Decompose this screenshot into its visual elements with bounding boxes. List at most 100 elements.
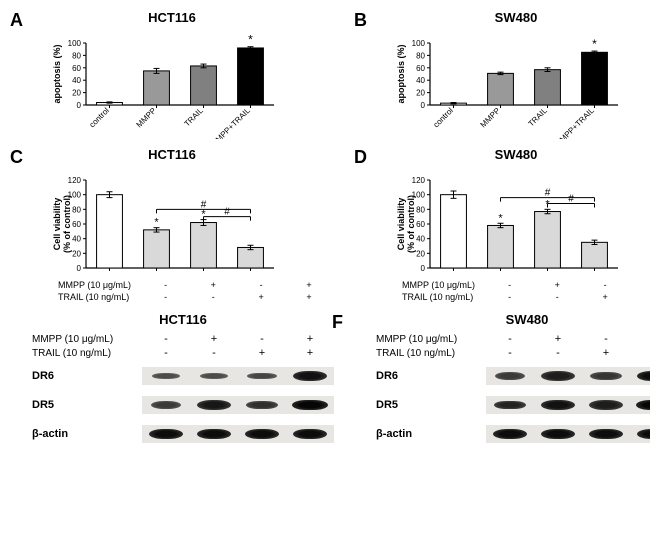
svg-text:control: control (432, 106, 456, 130)
panel-label-a: A (10, 10, 23, 31)
svg-text:MMPP: MMPP (479, 106, 502, 129)
panel-f: F SW480 MMPP (10 μg/mL)-+-+TRAIL (10 ng/… (354, 312, 650, 454)
blot-row-label: β-actin (32, 428, 88, 440)
svg-text:*: * (248, 33, 253, 47)
condition-cell: + (286, 280, 332, 290)
blot-header-cell: - (582, 333, 630, 345)
svg-text:60: 60 (72, 220, 81, 229)
blot-band (200, 373, 229, 379)
blot-header-label: MMPP (10 μg/mL) (376, 334, 486, 345)
blot-band (541, 371, 574, 380)
condition-cell: - (487, 280, 532, 290)
blot-strip (142, 367, 334, 385)
svg-text:120: 120 (68, 176, 82, 185)
svg-text:20: 20 (72, 249, 81, 258)
svg-text:0: 0 (77, 101, 82, 110)
condition-label: MMPP (10 μg/mL) (396, 280, 485, 290)
svg-text:40: 40 (416, 76, 425, 85)
svg-text:40: 40 (416, 235, 425, 244)
svg-text:Cell viability: Cell viability (52, 198, 62, 251)
blot-band (247, 373, 277, 380)
svg-text:0: 0 (77, 264, 82, 273)
panel-d-title: SW480 (354, 147, 650, 162)
panel-e-title: HCT116 (32, 312, 334, 327)
svg-text:TRAIL: TRAIL (527, 106, 550, 129)
panel-d-conditions: MMPP (10 μg/mL)-+-+TRAIL (10 ng/mL)--++ (394, 278, 650, 304)
blot-header-cell: + (630, 333, 650, 345)
panel-label-b: B (354, 10, 367, 31)
blot-band (197, 400, 231, 410)
blot-row-label: DR5 (32, 399, 88, 411)
blot-row-label: DR5 (376, 399, 432, 411)
blot-band (293, 429, 328, 439)
svg-text:control: control (88, 106, 112, 130)
panel-f-blots: MMPP (10 μg/mL)-+-+TRAIL (10 ng/mL)--++D… (376, 333, 650, 454)
blot-band (246, 401, 278, 409)
blot-header-cell: - (238, 333, 286, 345)
condition-label: TRAIL (10 ng/mL) (52, 292, 141, 302)
figure-grid: A HCT116 0 20 40 60 80 100 apoptosis (%) contro… (10, 10, 640, 454)
panel-c-conditions: MMPP (10 μg/mL)-+-+TRAIL (10 ng/mL)--++ (50, 278, 334, 304)
blot-strip (142, 425, 334, 443)
panel-b: B SW480 020406080100apoptosis (%)control… (354, 10, 650, 139)
svg-text:apoptosis (%): apoptosis (%) (396, 44, 406, 103)
blot-band (541, 429, 576, 439)
svg-text:80: 80 (416, 205, 425, 214)
blot-band (589, 400, 622, 409)
svg-text:20: 20 (416, 89, 425, 98)
svg-text:apoptosis (%): apoptosis (%) (52, 44, 62, 103)
blot-header-label: MMPP (10 μg/mL) (32, 334, 142, 345)
panel-a-chart: 0 20 40 60 80 100 apoptosis (%) control MMPP TRAI… (50, 29, 334, 139)
panel-c: C HCT116 020406080100120Cell viability(%… (10, 147, 334, 304)
condition-cell: + (582, 292, 628, 302)
svg-text:*: * (592, 37, 597, 51)
svg-text:#: # (201, 199, 207, 210)
panel-a: A HCT116 020406080100apoptosis (%)contro… (10, 10, 334, 139)
blot-header-cell: + (286, 347, 334, 359)
svg-text:TRAIL: TRAIL (183, 106, 206, 129)
blot-row-label: β-actin (376, 428, 432, 440)
blot-band (151, 401, 182, 409)
svg-text:40: 40 (72, 76, 81, 85)
blot-header-cell: + (630, 347, 650, 359)
condition-cell: + (630, 292, 650, 302)
panel-b-chart: 020406080100apoptosis (%)controlMMPPTRAI… (394, 29, 650, 139)
svg-text:60: 60 (72, 64, 81, 73)
panel-e: E HCT116 MMPP (10 μg/mL)-+-+TRAIL (10 ng… (10, 312, 334, 454)
svg-text:*: * (498, 212, 503, 224)
panel-f-title: SW480 (376, 312, 650, 327)
condition-cell: + (238, 292, 284, 302)
blot-band (493, 429, 528, 439)
svg-text:#: # (568, 193, 574, 204)
panel-label-c: C (10, 147, 23, 168)
svg-text:0: 0 (421, 101, 426, 110)
blot-band (152, 373, 181, 379)
svg-text:#: # (545, 188, 551, 199)
svg-text:60: 60 (416, 220, 425, 229)
blot-strip (486, 367, 650, 385)
blot-strip (142, 396, 334, 414)
blot-band (494, 401, 527, 410)
condition-label: MMPP (10 μg/mL) (52, 280, 141, 290)
condition-cell: - (143, 280, 188, 290)
blot-header-cell: - (142, 347, 190, 359)
svg-text:MMPP: MMPP (135, 106, 158, 129)
svg-text:(% of control): (% of control) (62, 195, 72, 253)
blot-header-cell: - (486, 333, 534, 345)
svg-text:80: 80 (72, 51, 81, 60)
condition-cell: + (630, 280, 650, 290)
blot-band (293, 371, 327, 381)
svg-text:60: 60 (416, 64, 425, 73)
panel-c-title: HCT116 (10, 147, 334, 162)
blot-header-label: TRAIL (10 ng/mL) (32, 348, 142, 359)
blot-header-cell: + (534, 333, 582, 345)
blot-strip (486, 425, 650, 443)
condition-cell: - (143, 292, 188, 302)
condition-cell: + (534, 280, 580, 290)
svg-text:20: 20 (72, 89, 81, 98)
blot-header-label: TRAIL (10 ng/mL) (376, 348, 486, 359)
svg-text:100: 100 (68, 39, 82, 48)
blot-header-cell: - (142, 333, 190, 345)
blot-band (149, 429, 184, 439)
svg-text:#: # (224, 207, 230, 218)
